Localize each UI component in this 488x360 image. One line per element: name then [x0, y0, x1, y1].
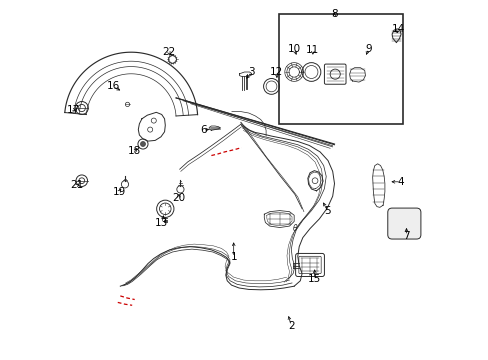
Text: 8: 8: [330, 9, 337, 19]
Text: 15: 15: [307, 274, 321, 284]
Text: 22: 22: [162, 47, 175, 57]
Bar: [278, 14, 402, 124]
Text: $\theta$: $\theta$: [291, 222, 298, 233]
Text: 2: 2: [287, 321, 294, 331]
Text: 5: 5: [324, 206, 330, 216]
Text: 12: 12: [270, 67, 283, 77]
Text: 7: 7: [403, 231, 409, 241]
Text: 19: 19: [112, 186, 125, 197]
Text: 1: 1: [230, 252, 237, 262]
Text: 17: 17: [67, 105, 80, 115]
Text: 9: 9: [365, 44, 371, 54]
Text: 3: 3: [248, 67, 254, 77]
Text: 20: 20: [172, 193, 185, 203]
Text: 18: 18: [128, 146, 141, 156]
Text: 11: 11: [305, 45, 319, 55]
Text: 10: 10: [287, 44, 300, 54]
Text: 21: 21: [70, 180, 83, 190]
Text: 16: 16: [106, 81, 120, 91]
Circle shape: [140, 141, 145, 147]
FancyBboxPatch shape: [387, 208, 420, 239]
Text: 14: 14: [391, 24, 405, 34]
Text: 6: 6: [200, 125, 206, 135]
Text: 13: 13: [155, 218, 168, 228]
Text: 4: 4: [397, 177, 404, 187]
